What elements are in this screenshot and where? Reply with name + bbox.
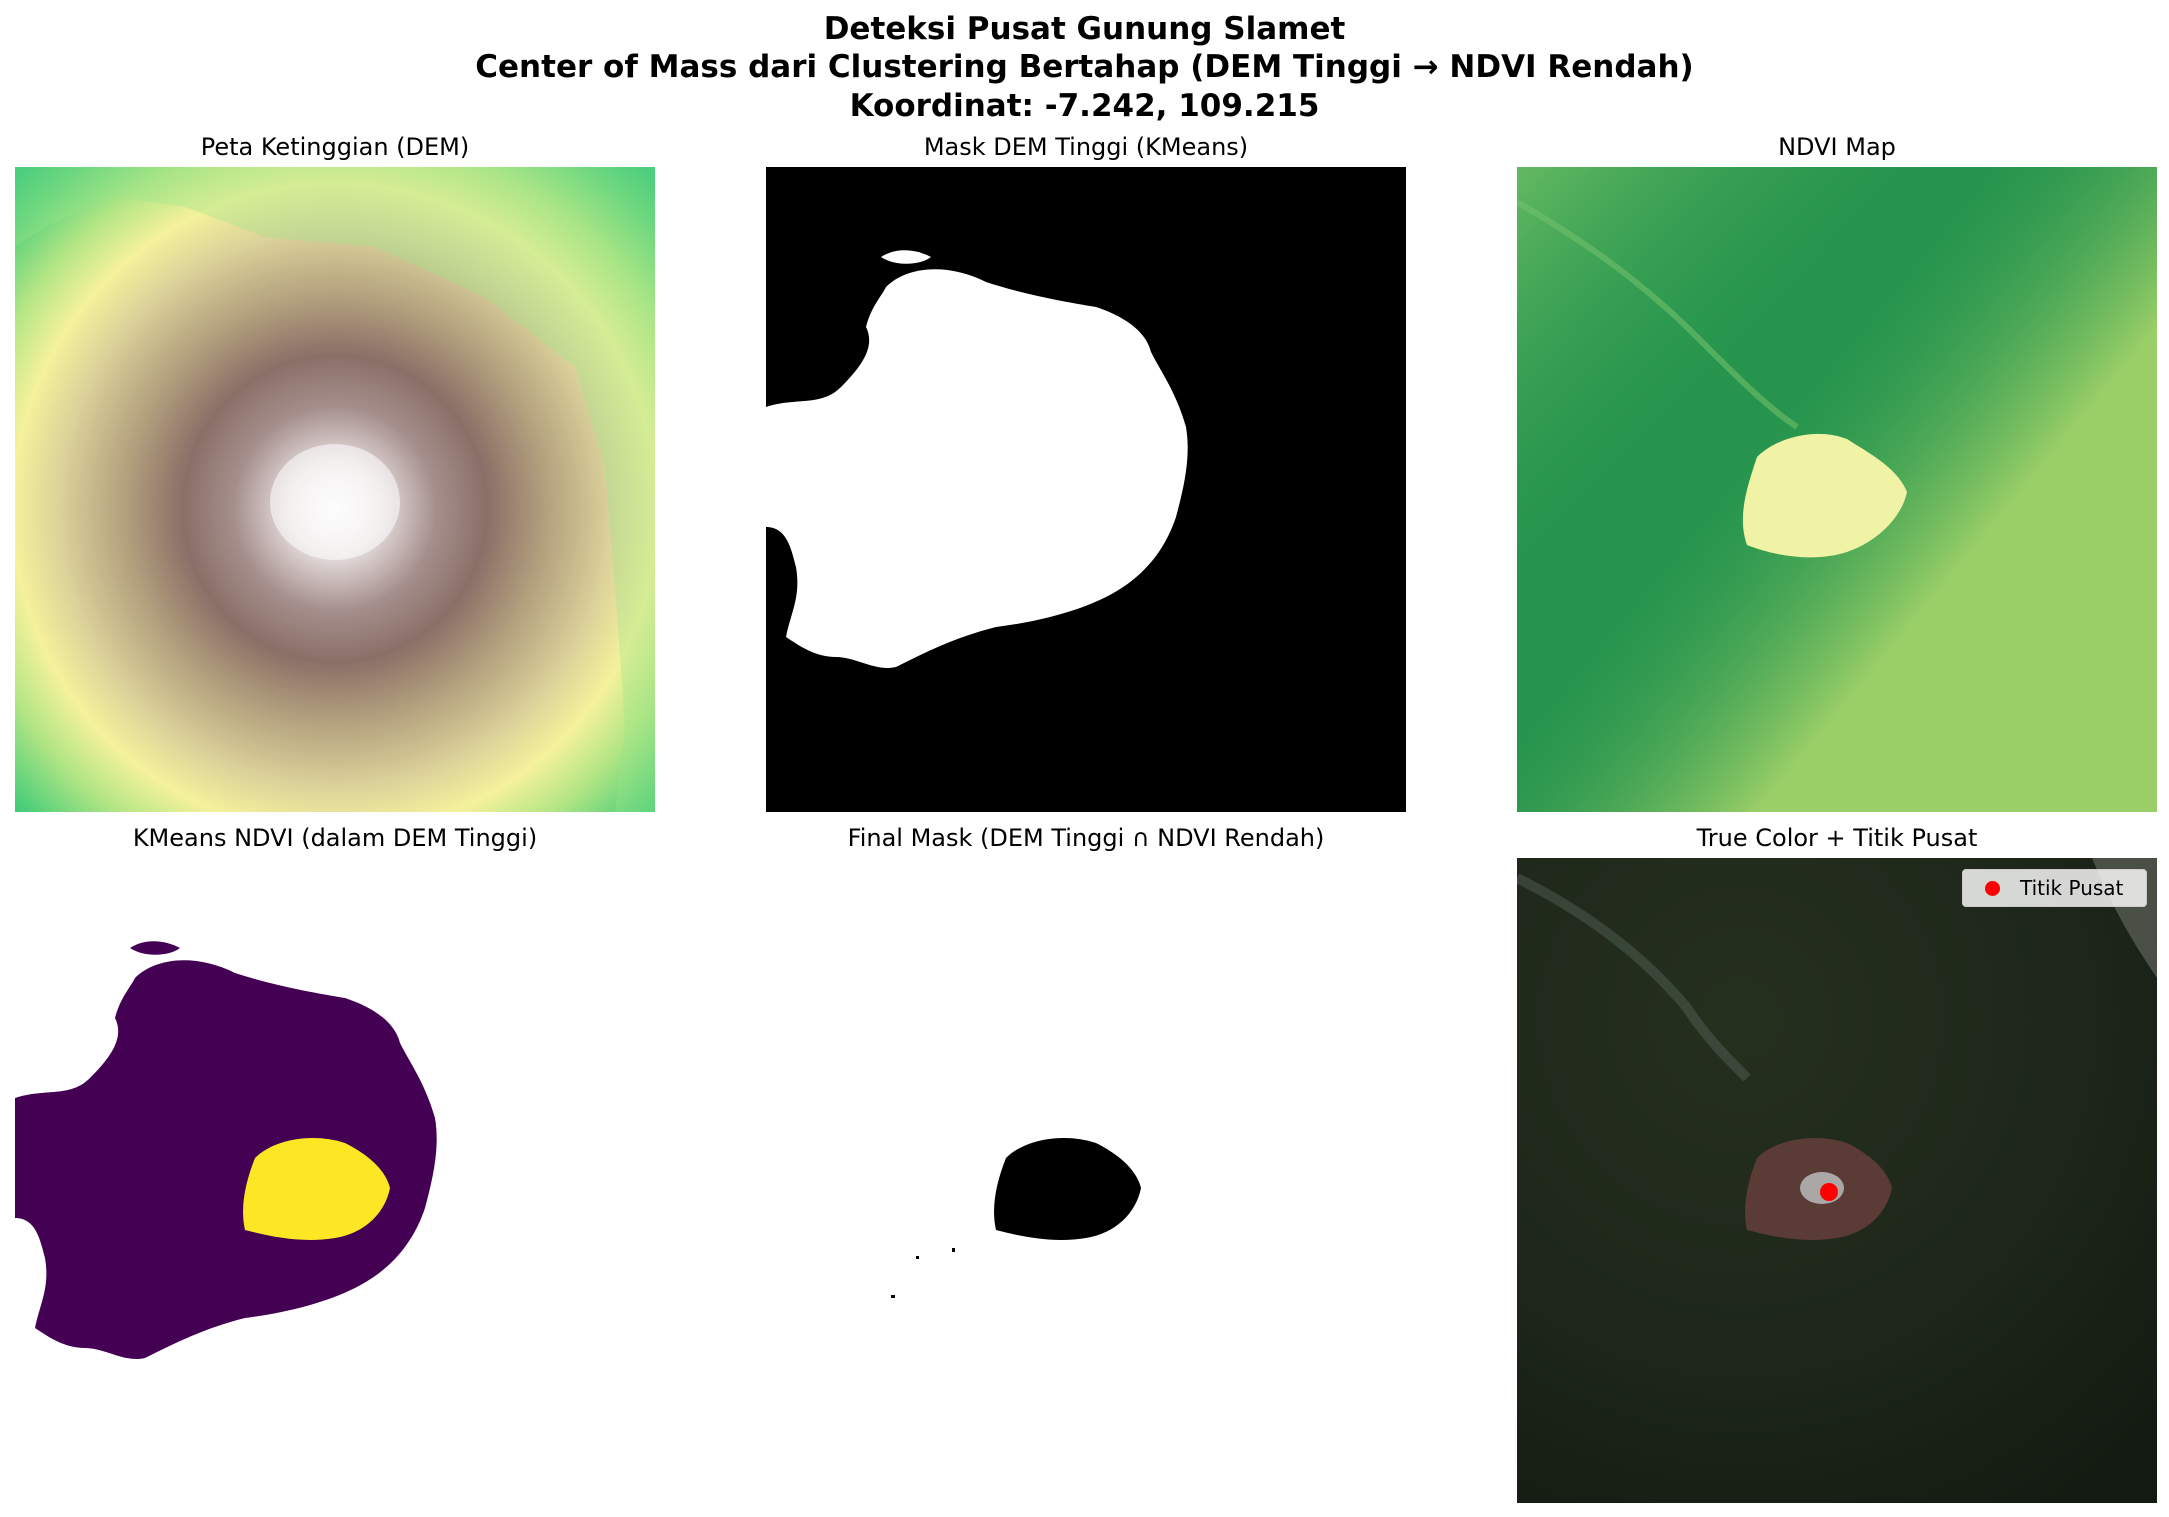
kmeans-ndvi-map [15,858,655,1503]
final-mask-map [766,858,1406,1503]
dem-mask-image [766,167,1406,812]
true-color-map [1517,858,2157,1503]
ndvi-panel-title: NDVI Map [1778,133,1896,161]
legend: Titik Pusat [1962,869,2147,907]
figure-title-line3: Koordinat: -7.242, 109.215 [849,88,1320,124]
figure-title-line2: Center of Mass dari Clustering Bertahap … [475,49,1694,85]
dem-mask-panel-title: Mask DEM Tinggi (KMeans) [923,133,1249,161]
center-point-marker [1820,1183,1838,1201]
dem-image [15,167,655,812]
final-mask-image [766,858,1406,1503]
true-color-image [1517,858,2157,1503]
legend-label: Titik Pusat [2020,876,2124,900]
kmeans-ndvi-image [15,858,655,1503]
figure-title-line1: Deteksi Pusat Gunung Slamet [823,11,1346,47]
true-color-panel-title: True Color + Titik Pusat [1696,824,1978,852]
final-mask-panel-title: Final Mask (DEM Tinggi ∩ NDVI Rendah) [847,824,1325,852]
kmeans-ndvi-panel-title: KMeans NDVI (dalam DEM Tinggi) [132,824,538,852]
dem-map [15,167,655,812]
ndvi-image [1517,167,2157,812]
ndvi-map [1517,167,2157,812]
dem-panel-title: Peta Ketinggian (DEM) [200,133,470,161]
legend-marker-icon [1985,880,2000,896]
dem-mask-map [766,167,1406,812]
